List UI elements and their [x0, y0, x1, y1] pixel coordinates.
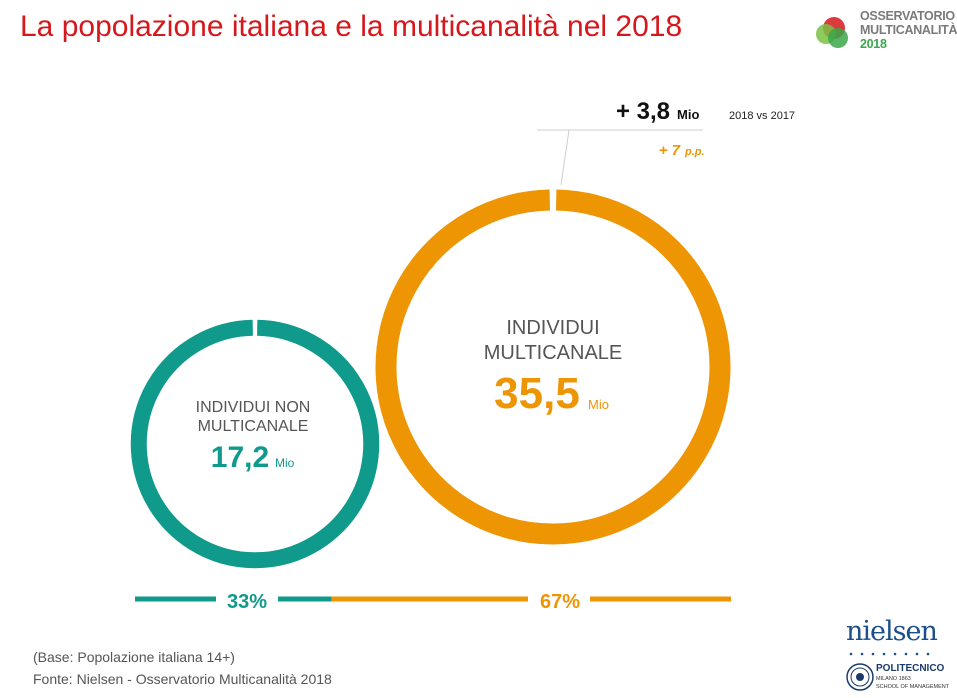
donut-multicanale: [375, 189, 731, 545]
nielsen-logo: nielsen: [846, 616, 938, 647]
osservatorio-logo: OSSERVATORIO MULTICANALITÀ 2018: [812, 6, 957, 56]
donut-ring-non-multicanale: [130, 319, 380, 569]
page-title: La popolazione italiana e la multicanali…: [20, 10, 683, 43]
unit-non-multicanale: Mio: [275, 456, 295, 470]
polimi-seal-icon: [846, 663, 874, 691]
label-multicanale-line1: INDIVIDUI: [506, 317, 599, 339]
annotation-change-value: + 3,8: [616, 98, 670, 125]
logo-year: 2018: [860, 37, 887, 51]
polimi-school: SCHOOL OF MANAGEMENT: [876, 684, 950, 690]
share-label-multicanale: 67%: [540, 591, 580, 613]
label-non-multicanale-line2: MULTICANALE: [198, 418, 309, 435]
polimi-name: POLITECNICO: [876, 663, 945, 674]
annotation-comparison: 2018 vs 2017: [729, 110, 795, 122]
logo-line1: OSSERVATORIO: [860, 9, 955, 23]
label-non-multicanale-line1: INDIVIDUI NON: [196, 399, 311, 416]
annotation-leader: [560, 129, 570, 186]
logo-line2: MULTICANALITÀ: [860, 23, 957, 37]
value-multicanale: 35,5: [494, 369, 580, 418]
annotation-pp-unit: p.p.: [684, 146, 705, 158]
annotation-change-unit: Mio: [677, 107, 699, 122]
annotation-pp-value: + 7: [659, 142, 681, 159]
label-multicanale-line2: MULTICANALE: [484, 342, 623, 364]
logo-circles-icon: [816, 17, 848, 48]
nielsen-dots-icon: [849, 652, 930, 656]
polimi-logo: POLITECNICO MILANO 1863 SCHOOL OF MANAGE…: [846, 661, 950, 695]
donut-non-multicanale: [130, 319, 380, 569]
share-label-teal-bg: [216, 588, 278, 612]
source-fonte: Fonte: Nielsen - Osservatorio Multicanal…: [33, 671, 332, 687]
donut-ring-multicanale: [375, 189, 731, 545]
source-base: (Base: Popolazione italiana 14+): [33, 649, 235, 665]
share-label-non-multicanale: 33%: [227, 591, 267, 613]
unit-multicanale: Mio: [588, 397, 609, 412]
polimi-city: MILANO 1863: [876, 676, 911, 682]
value-non-multicanale: 17,2: [211, 441, 269, 474]
share-label-orange-bg: [528, 588, 590, 612]
